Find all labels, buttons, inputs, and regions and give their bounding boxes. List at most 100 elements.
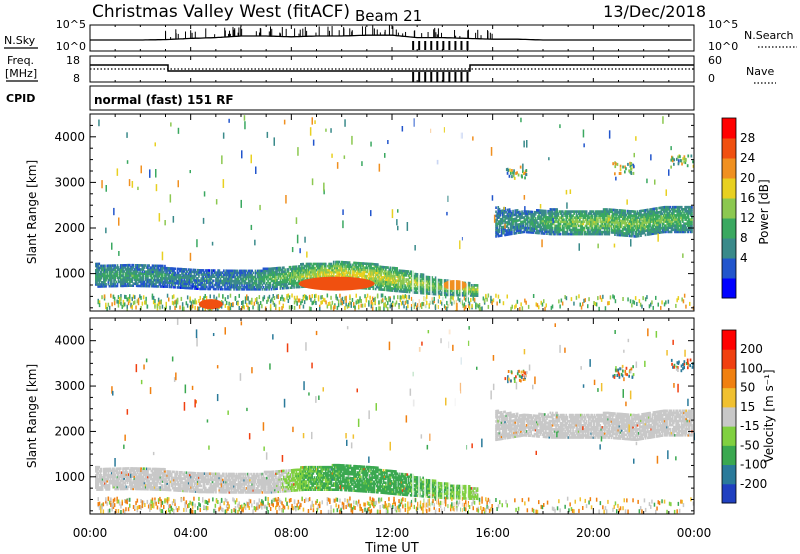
echo-cell	[559, 210, 562, 213]
echo-cell	[244, 286, 247, 289]
echo-cell	[398, 289, 401, 293]
echo-cell	[332, 270, 335, 274]
echo-cell	[563, 212, 565, 215]
echo-cell	[229, 273, 232, 277]
echo-cell	[146, 272, 148, 276]
echo-cell	[603, 230, 606, 234]
echo-cell	[108, 270, 111, 274]
echo-cell	[425, 275, 428, 279]
echo-cell	[259, 275, 261, 279]
echo-cell	[114, 282, 116, 286]
echo-cell	[519, 229, 521, 232]
echo-cell	[389, 278, 392, 282]
echo-cell	[295, 271, 298, 275]
echo-cell	[203, 285, 206, 289]
echo-cell	[113, 268, 115, 271]
echo-cell	[159, 283, 162, 286]
echo-cell	[146, 284, 148, 288]
echo-cell	[508, 228, 511, 232]
echo-cell	[288, 272, 291, 275]
echo-cell	[523, 216, 526, 219]
echo-cell	[146, 270, 148, 273]
echo-cell	[114, 274, 116, 278]
echo-cell	[258, 275, 260, 279]
echo-cell	[429, 288, 431, 291]
echo-cell	[469, 294, 472, 297]
echo-cell	[114, 268, 116, 271]
echo-cell	[157, 274, 159, 278]
echo-cell	[421, 279, 423, 283]
echo-cell	[374, 279, 377, 283]
echo-cell	[160, 272, 163, 276]
echo-cell	[252, 277, 255, 281]
echo-cell	[301, 267, 303, 270]
echo-cell	[269, 277, 272, 281]
echo-cell	[511, 224, 513, 227]
echo-cell	[428, 282, 430, 285]
echo-cell	[439, 283, 441, 286]
echo-cell	[590, 222, 592, 226]
echo-cell	[509, 218, 512, 221]
echo-cell	[475, 294, 478, 297]
echo-cell	[266, 277, 268, 281]
echo-cell	[227, 279, 230, 283]
echo-cell	[161, 266, 164, 270]
echo-cell	[144, 272, 147, 276]
echo-cell	[138, 272, 140, 275]
echo-cell	[581, 220, 583, 224]
echo-cell	[431, 276, 434, 279]
echo-cell	[383, 288, 386, 292]
echo-cell	[550, 218, 553, 221]
echo-cell	[399, 283, 402, 287]
echo-cell	[112, 268, 114, 271]
echo-cell	[415, 277, 418, 280]
echo-cell	[339, 262, 342, 266]
echo-cell	[180, 278, 182, 281]
echo-cell	[383, 282, 386, 285]
echo-cell	[152, 278, 155, 282]
echo-cell	[356, 261, 359, 265]
echo-cell	[177, 271, 180, 275]
echo-cell	[555, 214, 557, 217]
echo-cell	[151, 284, 154, 288]
echo-cell	[378, 277, 380, 281]
echo-cell	[335, 270, 337, 274]
echo-cell	[525, 230, 528, 234]
echo-cell	[386, 280, 388, 284]
echo-cell	[136, 278, 139, 281]
echo-cell	[230, 283, 233, 287]
echo-cell	[414, 285, 417, 288]
echo-cell	[138, 266, 140, 269]
echo-cell	[541, 219, 544, 223]
echo-cell	[450, 289, 453, 293]
echo-cell	[563, 218, 565, 222]
echo-cell	[159, 276, 162, 280]
echo-cell	[407, 286, 410, 290]
echo-cell	[121, 274, 123, 277]
echo-cell	[440, 283, 443, 286]
echo-cell	[607, 232, 609, 236]
echo-cell	[106, 272, 109, 276]
echo-cell	[225, 273, 227, 277]
echo-cell	[260, 271, 263, 275]
echo-cell	[223, 279, 225, 283]
echo-cell	[387, 270, 389, 273]
echo-cell	[508, 212, 511, 215]
echo-cell	[197, 287, 199, 290]
echo-cell	[499, 234, 502, 237]
echo-cell	[531, 227, 534, 230]
echo-cell	[165, 275, 167, 278]
echo-cell	[328, 266, 330, 270]
echo-cell	[257, 275, 259, 279]
echo-cell	[546, 222, 548, 225]
echo-cell	[328, 270, 330, 274]
echo-cell	[245, 283, 248, 287]
echo-cell	[156, 281, 158, 284]
echo-cell	[524, 222, 527, 226]
echo-cell	[395, 269, 397, 272]
echo-cell	[303, 277, 306, 280]
echo-cell	[340, 273, 343, 276]
echo-cell	[346, 275, 349, 279]
echo-cell	[385, 284, 387, 288]
